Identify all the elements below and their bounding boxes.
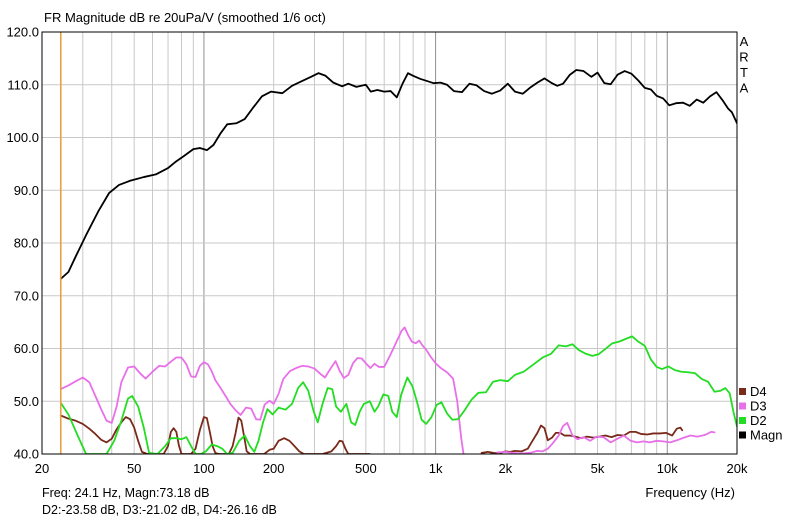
series-line-d4 — [59, 414, 371, 454]
y-tick-label: 100.0 — [6, 130, 39, 145]
cursor-readout-line-1: Freq: 24.1 Hz, Magn:73.18 dB — [42, 486, 210, 500]
x-tick-label: 1k — [429, 461, 443, 476]
series-line-magn — [59, 69, 737, 280]
legend-label-d4: D4 — [750, 384, 767, 399]
y-tick-label: 70.0 — [14, 288, 39, 303]
x-tick-label: 200 — [263, 461, 285, 476]
series-line-d3 — [59, 326, 465, 454]
x-tick-label: 10k — [657, 461, 678, 476]
watermark-letter: R — [739, 50, 748, 65]
series-line-d3-segment-2 — [496, 421, 716, 454]
legend-label-magn: Magn — [750, 428, 783, 443]
x-tick-label: 5k — [591, 461, 605, 476]
watermark-letter: A — [740, 81, 749, 96]
y-tick-label: 120.0 — [6, 25, 39, 40]
x-tick-label: 100 — [193, 461, 215, 476]
x-tick-labels: 20 50 100 200 500 1k 2k 5k 10k 20k — [35, 461, 748, 476]
watermark-letter: A — [740, 34, 749, 49]
legend-swatch-magn — [739, 431, 746, 439]
legend-label-d3: D3 — [750, 399, 767, 414]
x-tick-label: 50 — [127, 461, 141, 476]
legend-swatch-d2 — [739, 417, 746, 424]
x-tick-label: 2k — [498, 461, 512, 476]
y-tick-label: 90.0 — [14, 183, 39, 198]
x-tick-label: 500 — [355, 461, 377, 476]
y-tick-label: 80.0 — [14, 236, 39, 251]
grid — [41, 31, 738, 455]
series-line-d2 — [59, 335, 737, 454]
y-tick-label: 40.0 — [14, 447, 39, 462]
y-tick-label: 110.0 — [7, 77, 39, 92]
legend-label-d2: D2 — [750, 413, 767, 428]
chart-title: FR Magnitude dB re 20uPa/V (smoothed 1/6… — [44, 10, 326, 25]
x-tick-label: 20 — [35, 461, 49, 476]
cursor-readout-line-2: D2:-23.58 dB, D3:-21.02 dB, D4:-26.16 dB — [42, 503, 277, 517]
legend-swatch-d4 — [739, 388, 746, 395]
x-tick-label: 20k — [727, 461, 748, 476]
plot-frame — [41, 31, 738, 455]
y-tick-label: 60.0 — [14, 341, 39, 356]
watermark-letter: T — [740, 65, 748, 80]
y-tick-labels: 120.0 110.0 100.0 90.0 80.0 70.0 60.0 50.0 40.0 — [6, 25, 39, 462]
x-axis-label: Frequency (Hz) — [645, 485, 735, 500]
y-tick-label: 50.0 — [14, 394, 39, 409]
legend-swatch-d3 — [739, 402, 746, 410]
series-layer — [59, 69, 737, 454]
